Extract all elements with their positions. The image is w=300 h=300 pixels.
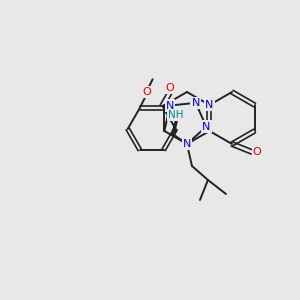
Text: N: N xyxy=(191,98,200,108)
Text: O: O xyxy=(142,87,151,97)
Text: N: N xyxy=(166,100,174,111)
Text: NH: NH xyxy=(168,110,183,120)
Text: O: O xyxy=(253,147,261,157)
Text: N: N xyxy=(202,122,211,132)
Text: N: N xyxy=(205,100,214,110)
Text: O: O xyxy=(166,83,175,93)
Text: N: N xyxy=(183,139,191,149)
